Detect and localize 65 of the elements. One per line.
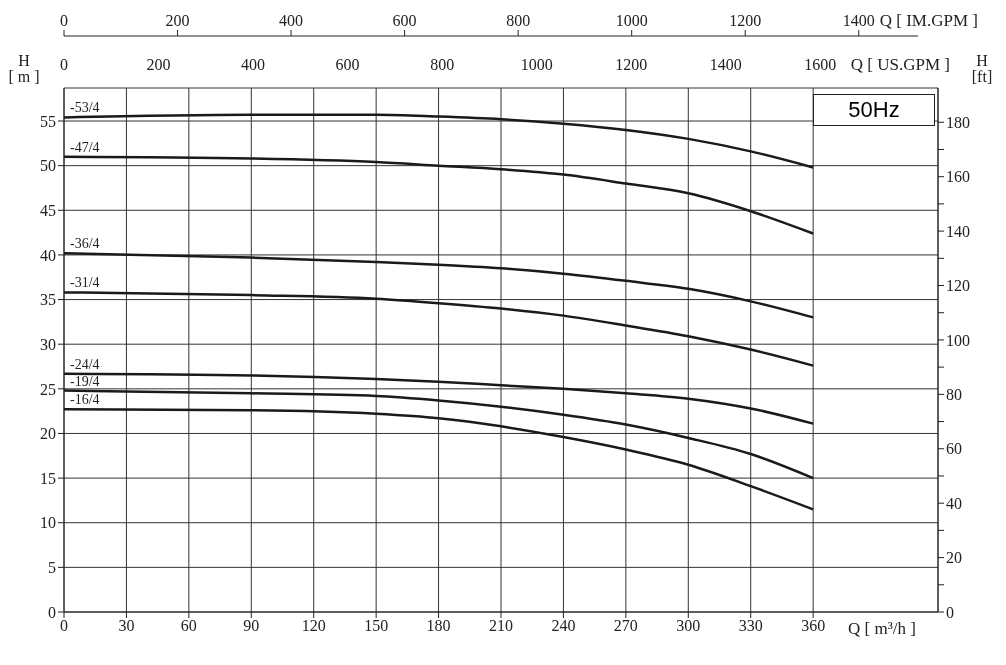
x-tick-label: 60 [180, 617, 197, 635]
x-tick-label: 300 [676, 617, 701, 635]
series-label: -19/4 [70, 373, 100, 389]
y2-tick-label: 120 [946, 277, 970, 295]
x2-tick-label: 200 [146, 56, 171, 73]
x2-tick-label: 1200 [615, 56, 648, 73]
x2-tick-label: 0 [60, 56, 68, 73]
text: 1200 [729, 12, 762, 29]
y-axis-title: H [ m ] [8, 52, 40, 85]
y-tick-label: 35 [40, 291, 56, 309]
y2-tick-label: 60 [946, 440, 962, 458]
y-tick-label: 30 [40, 335, 56, 353]
text: 1000 [615, 12, 648, 29]
text: 200 [165, 12, 190, 29]
y-tick-label: 10 [40, 514, 56, 532]
series-label: -47/4 [70, 139, 100, 155]
y2-tick-label: 80 [946, 386, 962, 404]
x2-tick-label: 1000 [520, 56, 553, 73]
x2-tick-label: 600 [335, 56, 360, 73]
y-tick-label: 5 [48, 559, 56, 577]
series-label: -31/4 [70, 275, 100, 291]
series-label: -36/4 [70, 236, 100, 252]
x-tick-label: 330 [738, 617, 763, 635]
series-label: -53/4 [70, 100, 100, 116]
x-axis-title: Q [ m³/h ] [848, 619, 916, 638]
x2-tick-label: 800 [430, 56, 455, 73]
x2-axis-title: Q [ US.GPM ] [850, 55, 950, 74]
y-tick-label: 40 [40, 246, 56, 264]
y2-axis-title: H [ft] [971, 52, 993, 85]
y-tick-label: 50 [40, 157, 56, 175]
series-label: -16/4 [70, 392, 100, 408]
y-tick-label: 15 [40, 469, 56, 487]
series-label: -24/4 [70, 356, 100, 372]
label-box: 50Hz [813, 94, 935, 126]
text: 400 [279, 12, 304, 29]
x2-tick-label: 400 [241, 56, 266, 73]
text: 600 [392, 12, 417, 29]
y2-tick-label: 0 [946, 603, 954, 621]
x-tick-label: 270 [613, 617, 638, 635]
y2-tick-label: 160 [946, 168, 970, 186]
x-tick-label: 360 [801, 617, 826, 635]
x2-tick-label: 1400 [709, 56, 742, 73]
text: 1400 [842, 12, 875, 29]
x-tick-label: 180 [426, 617, 451, 635]
y2-tick-label: 40 [946, 494, 962, 512]
y-tick-label: 55 [40, 112, 56, 130]
text: 800 [506, 12, 531, 29]
x2-tick-label: 1600 [804, 56, 837, 73]
y2-tick-label: 100 [946, 331, 970, 349]
x-tick-label: 240 [551, 617, 576, 635]
y-tick-label: 25 [40, 380, 56, 398]
x-tick-label: 210 [489, 617, 513, 635]
y2-tick-label: 20 [946, 549, 962, 567]
x-tick-label: 90 [243, 617, 260, 635]
y2-tick-label: 180 [946, 113, 970, 131]
y-tick-label: 45 [40, 201, 56, 219]
y-tick-label: 20 [40, 425, 56, 443]
x-tick-label: 30 [118, 617, 135, 635]
y2-tick-label: 140 [946, 222, 970, 240]
x-tick-label: 0 [60, 617, 68, 635]
text: 0 [60, 12, 68, 29]
y-tick-label: 0 [48, 603, 56, 621]
text: Q [ IM.GPM ] [879, 11, 978, 30]
x-tick-label: 150 [364, 617, 389, 635]
x-tick-label: 120 [301, 617, 326, 635]
